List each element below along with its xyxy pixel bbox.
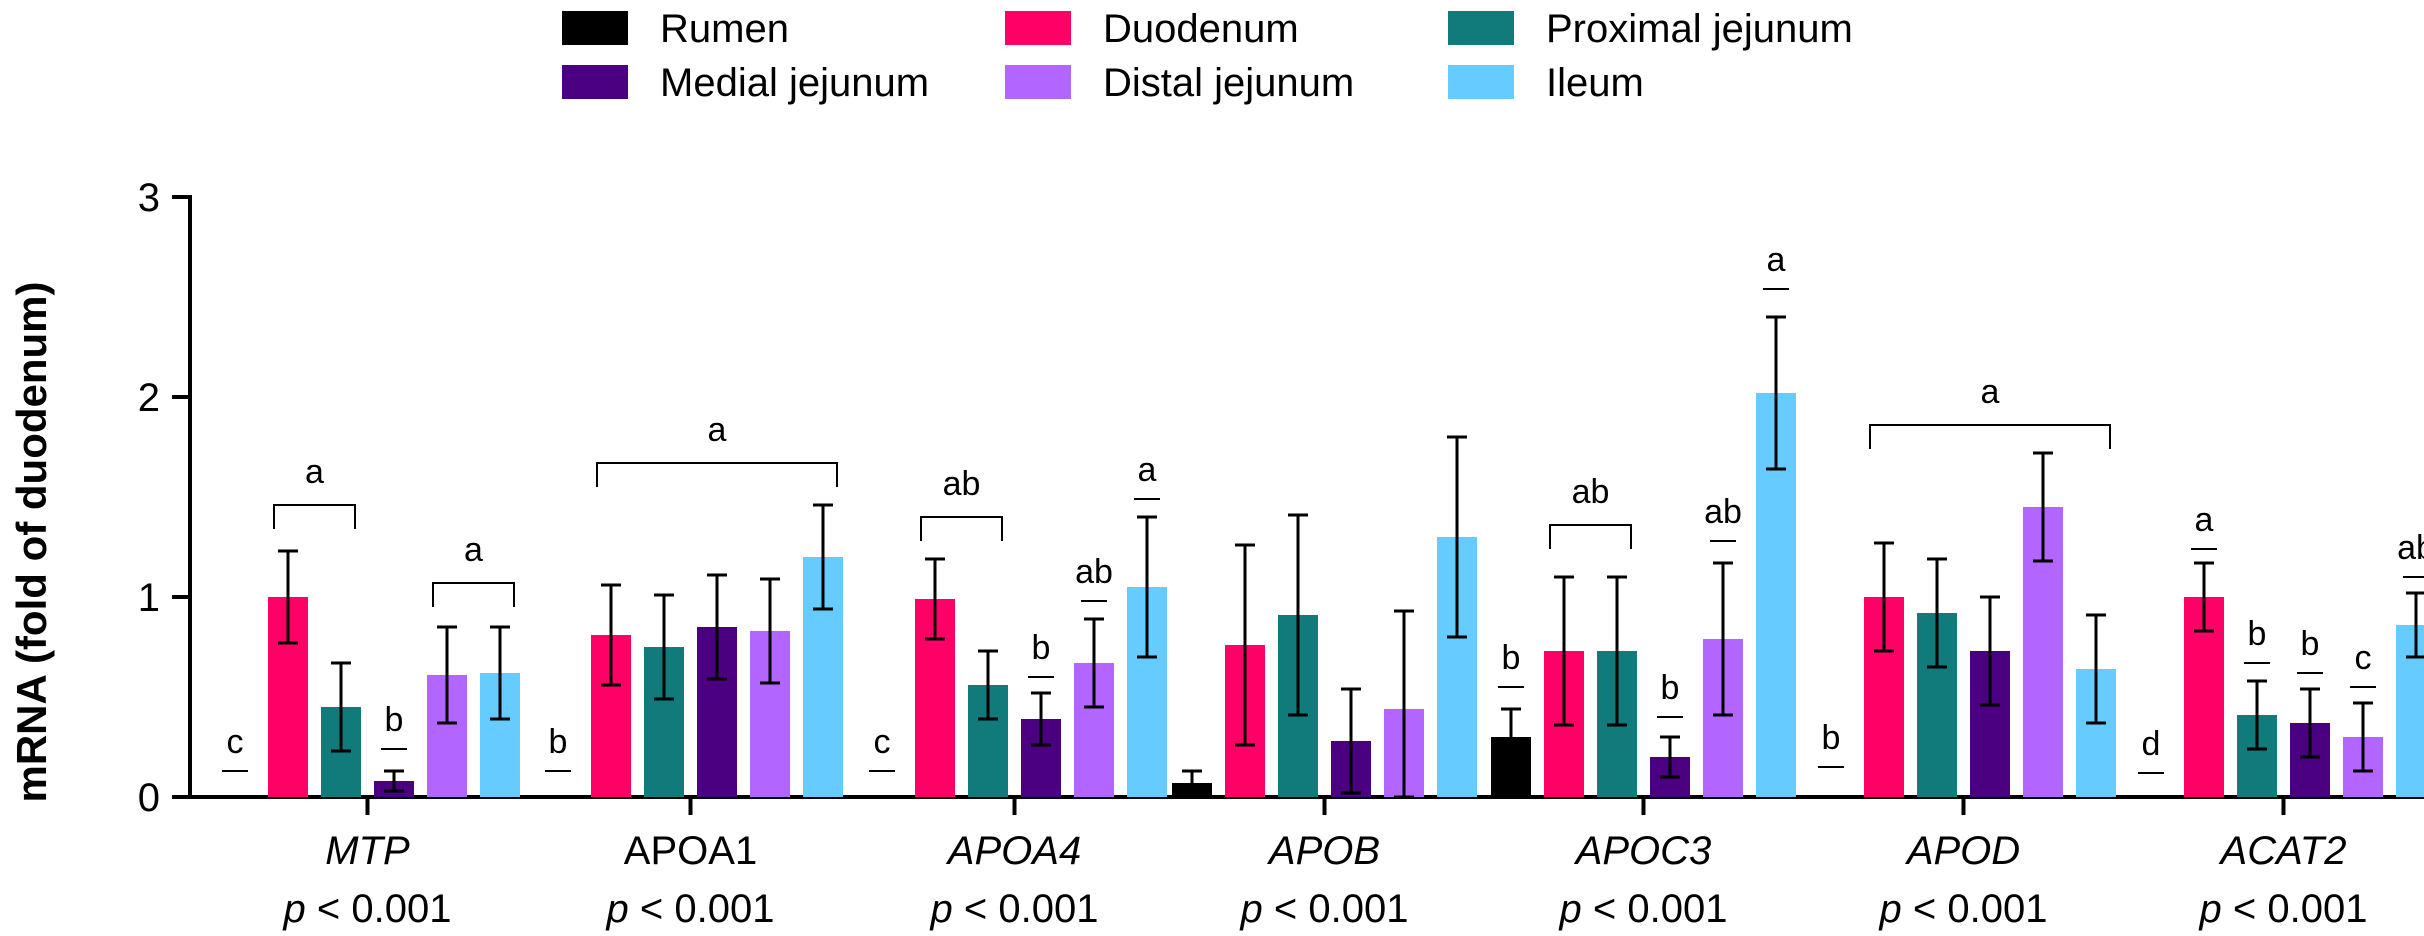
plot-area: cbaabacbabaabbbabaabbadabbcab: [222, 241, 2424, 799]
p-value-label: p < 0.001: [2199, 887, 2368, 931]
gene-label: APOA1: [624, 829, 757, 873]
legend-label: Duodenum: [1103, 7, 1299, 51]
gene-label: MTP: [325, 829, 410, 873]
bar-group: dabbcab: [2131, 501, 2424, 797]
significance-letter: b: [549, 723, 568, 761]
bracket-letter: ab: [1572, 473, 1610, 511]
bar-group: [1172, 435, 1477, 799]
legend-label: Distal jejunum: [1103, 61, 1354, 105]
gene-label: ACAT2: [2219, 829, 2347, 873]
significance-letter: c: [874, 723, 891, 761]
significance-bracket: [1549, 524, 1632, 549]
bar: [862, 795, 902, 797]
legend-swatch: [1448, 11, 1514, 45]
legend-label: Proximal jejunum: [1546, 7, 1853, 51]
legend-label: Ileum: [1546, 61, 1644, 105]
y-tick-label: 3: [138, 176, 160, 220]
p-value-label: p < 0.001: [1879, 887, 2048, 931]
significance-bracket: [596, 462, 838, 487]
legend-item: Proximal jejunum: [1448, 7, 1853, 51]
bar-group: ba: [538, 411, 843, 797]
significance-letter: c: [2355, 639, 2372, 677]
legend-swatch: [1005, 65, 1071, 99]
significance-bracket: [432, 582, 515, 607]
legend-swatch: [1005, 11, 1071, 45]
y-tick-label: 2: [138, 376, 160, 420]
significance-letter: b: [2248, 615, 2267, 653]
significance-bracket: [920, 516, 1003, 541]
significance-letter: b: [1822, 719, 1841, 757]
significance-letter: b: [1661, 669, 1680, 707]
p-value-label: p < 0.001: [1559, 887, 1728, 931]
p-value-label: p < 0.001: [283, 887, 452, 931]
legend-swatch: [562, 11, 628, 45]
legend-swatch: [562, 65, 628, 99]
significance-letter: ab: [1704, 493, 1742, 531]
bracket-letter: a: [708, 411, 727, 449]
significance-letter: a: [1138, 451, 1157, 489]
p-value-label: p < 0.001: [606, 887, 775, 931]
bracket-letter: a: [464, 531, 483, 569]
y-axis-title: mRNA (fold of duodenum): [8, 281, 55, 802]
gene-label: APOA4: [946, 829, 1081, 873]
legend-item: Ileum: [1448, 61, 1644, 105]
significance-letter: a: [1767, 241, 1786, 279]
x-axis: MTP p < 0.001 APOA1 p < 0.001 APOA4 p < 0.001…: [190, 795, 2424, 931]
significance-letter: b: [1502, 639, 1521, 677]
bracket-letter: a: [1981, 373, 2000, 411]
p-value-label: p < 0.001: [930, 887, 1099, 931]
p-value-label: p < 0.001: [1240, 887, 1409, 931]
significance-letter: ab: [1075, 553, 1113, 591]
significance-bracket: [273, 504, 356, 529]
gene-label: APOB: [1267, 829, 1380, 873]
y-axis: mRNA (fold of duodenum) 0 1 2 3: [8, 176, 192, 820]
legend-label: Rumen: [660, 7, 789, 51]
gene-label: APOC3: [1574, 829, 1712, 873]
significance-bracket: [1869, 424, 2111, 449]
legend: Rumen Duodenum Proximal jejunum Medial jeju…: [562, 7, 1853, 105]
significance-letter: d: [2142, 725, 2161, 763]
significance-letter: ab: [2397, 529, 2424, 567]
significance-letter: c: [227, 723, 244, 761]
significance-letter: b: [1032, 629, 1051, 667]
gene-label: APOD: [1905, 829, 2020, 873]
legend-item: Rumen: [562, 7, 789, 51]
significance-letter: a: [2195, 501, 2214, 539]
bracket-letter: a: [305, 453, 324, 491]
bar: [2131, 795, 2171, 797]
bracket-letter: ab: [943, 465, 981, 503]
significance-letter: b: [385, 701, 404, 739]
bar-group: b b ab a ab: [1491, 241, 1796, 797]
bar-group: c b a a: [222, 453, 520, 797]
legend-item: Medial jejunum: [562, 61, 929, 105]
y-tick-label: 1: [138, 576, 160, 620]
bar-group: ba: [1818, 373, 2116, 797]
bar: [2396, 625, 2424, 797]
bar: [538, 795, 578, 797]
legend-item: Distal jejunum: [1005, 61, 1354, 105]
legend-swatch: [1448, 65, 1514, 99]
y-tick-label: 0: [138, 776, 160, 820]
legend-item: Duodenum: [1005, 7, 1299, 51]
significance-letter: b: [2301, 625, 2320, 663]
legend-label: Medial jejunum: [660, 61, 929, 105]
